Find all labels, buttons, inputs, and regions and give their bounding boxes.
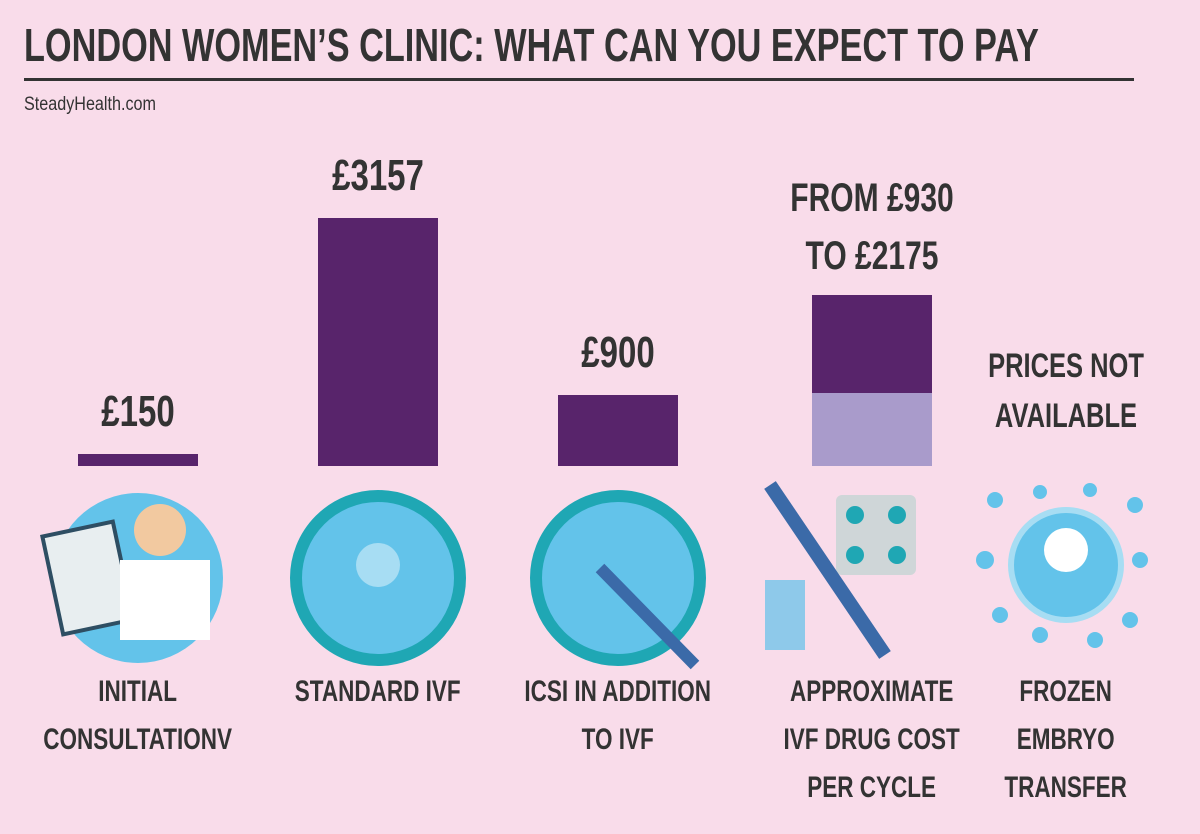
x-tick-label: FROZEN EMBRYO TRANSFER [1004,675,1128,804]
x-tick-label: ICSI IN ADDITION TO IVF [524,675,712,756]
value-label: £3157 [332,151,424,201]
doctor-coat [120,560,210,640]
title-underline [24,78,1134,81]
bar [78,454,198,466]
value-label: FROM £930 TO £2175 [790,176,954,279]
bar-min [812,392,932,466]
bar [558,395,678,466]
source: SteadyHealth.com [24,94,156,115]
value-label: £900 [581,328,655,378]
x-tick-label: STANDARD IVF [295,675,461,708]
cell [356,543,400,587]
syringe [764,481,891,659]
pills [836,495,916,575]
bar [318,217,438,466]
chart-title: LONDON WOMEN’S CLINIC: WHAT CAN YOU EXPE… [24,19,1039,71]
x-tick-label: APPROXIMATE IVF DRUG COST PER CYCLE [783,675,961,804]
vial [765,580,805,650]
snowflakes [976,483,1148,648]
x-tick-label: INITIAL CONSULTATIONV [43,675,233,756]
needle [595,563,700,670]
embryo-core [1044,528,1088,572]
doctor-head [134,504,186,556]
value-label: £150 [101,387,175,437]
value-label: PRICES NOT AVAILABLE [988,347,1144,435]
